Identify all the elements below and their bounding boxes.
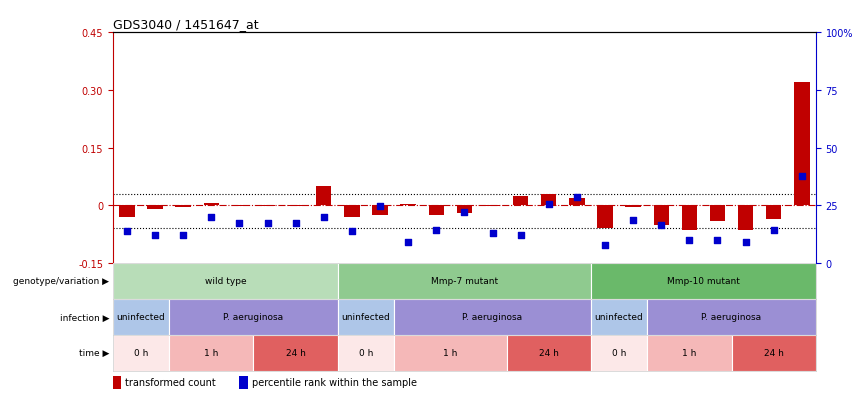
Text: wild type: wild type: [205, 277, 247, 286]
Text: 1 h: 1 h: [444, 349, 457, 358]
Bar: [766, 206, 781, 219]
Text: P. aeruginosa: P. aeruginosa: [463, 313, 523, 322]
Bar: [253, 335, 338, 371]
Text: time ▶: time ▶: [79, 349, 109, 358]
Point: [176, 233, 190, 239]
Point: [204, 214, 218, 221]
Text: P. aeruginosa: P. aeruginosa: [223, 313, 284, 322]
Point: [345, 228, 358, 235]
Point: [514, 233, 528, 239]
Text: infection ▶: infection ▶: [60, 313, 109, 322]
Bar: [591, 263, 816, 299]
Bar: [484, 206, 500, 207]
Bar: [394, 299, 591, 335]
Bar: [240, 376, 248, 389]
Point: [711, 237, 725, 244]
Point: [654, 222, 668, 229]
Bar: [338, 263, 591, 299]
Point: [148, 233, 162, 239]
Text: 1 h: 1 h: [682, 349, 696, 358]
Text: 24 h: 24 h: [764, 349, 784, 358]
Point: [598, 242, 612, 248]
Bar: [400, 205, 416, 206]
Text: 0 h: 0 h: [134, 349, 148, 358]
Point: [626, 218, 640, 224]
Point: [739, 240, 753, 246]
Bar: [113, 376, 122, 389]
Bar: [344, 206, 359, 217]
Point: [260, 220, 274, 226]
Text: transformed count: transformed count: [126, 377, 216, 387]
Bar: [113, 263, 338, 299]
Point: [457, 209, 471, 216]
Text: 24 h: 24 h: [286, 349, 306, 358]
Point: [289, 220, 303, 226]
Point: [430, 227, 444, 233]
Text: Mmp-7 mutant: Mmp-7 mutant: [431, 277, 498, 286]
Text: uninfected: uninfected: [595, 313, 643, 322]
Bar: [113, 335, 169, 371]
Bar: [654, 206, 669, 225]
Text: uninfected: uninfected: [116, 313, 165, 322]
Bar: [203, 204, 219, 206]
Bar: [591, 299, 648, 335]
Bar: [148, 206, 163, 210]
Text: 0 h: 0 h: [612, 349, 626, 358]
Bar: [513, 196, 529, 206]
Bar: [591, 335, 648, 371]
Bar: [113, 299, 169, 335]
Bar: [648, 335, 732, 371]
Bar: [732, 335, 816, 371]
Bar: [597, 206, 613, 229]
Text: genotype/variation ▶: genotype/variation ▶: [13, 277, 109, 286]
Point: [795, 174, 809, 180]
Text: 24 h: 24 h: [539, 349, 559, 358]
Point: [485, 230, 499, 237]
Text: 0 h: 0 h: [358, 349, 373, 358]
Bar: [175, 206, 191, 208]
Point: [401, 240, 415, 246]
Bar: [169, 299, 338, 335]
Text: 1 h: 1 h: [204, 349, 219, 358]
Point: [317, 214, 331, 221]
Bar: [625, 206, 641, 208]
Text: uninfected: uninfected: [342, 313, 391, 322]
Bar: [372, 206, 388, 216]
Point: [570, 195, 584, 201]
Point: [233, 220, 247, 226]
Bar: [429, 206, 444, 216]
Point: [542, 202, 556, 208]
Bar: [648, 299, 816, 335]
Bar: [338, 335, 394, 371]
Point: [373, 204, 387, 210]
Bar: [507, 335, 591, 371]
Bar: [681, 206, 697, 231]
Bar: [457, 206, 472, 214]
Point: [120, 228, 134, 235]
Text: P. aeruginosa: P. aeruginosa: [701, 313, 761, 322]
Bar: [541, 194, 556, 206]
Text: Mmp-10 mutant: Mmp-10 mutant: [667, 277, 740, 286]
Bar: [119, 206, 135, 217]
Text: percentile rank within the sample: percentile rank within the sample: [252, 377, 417, 387]
Point: [766, 227, 780, 233]
Text: GDS3040 / 1451647_at: GDS3040 / 1451647_at: [113, 17, 259, 31]
Bar: [316, 187, 332, 206]
Bar: [394, 335, 507, 371]
Bar: [569, 198, 585, 206]
Bar: [338, 299, 394, 335]
Bar: [710, 206, 726, 221]
Bar: [738, 206, 753, 231]
Point: [682, 237, 696, 244]
Bar: [794, 83, 810, 206]
Bar: [169, 335, 253, 371]
